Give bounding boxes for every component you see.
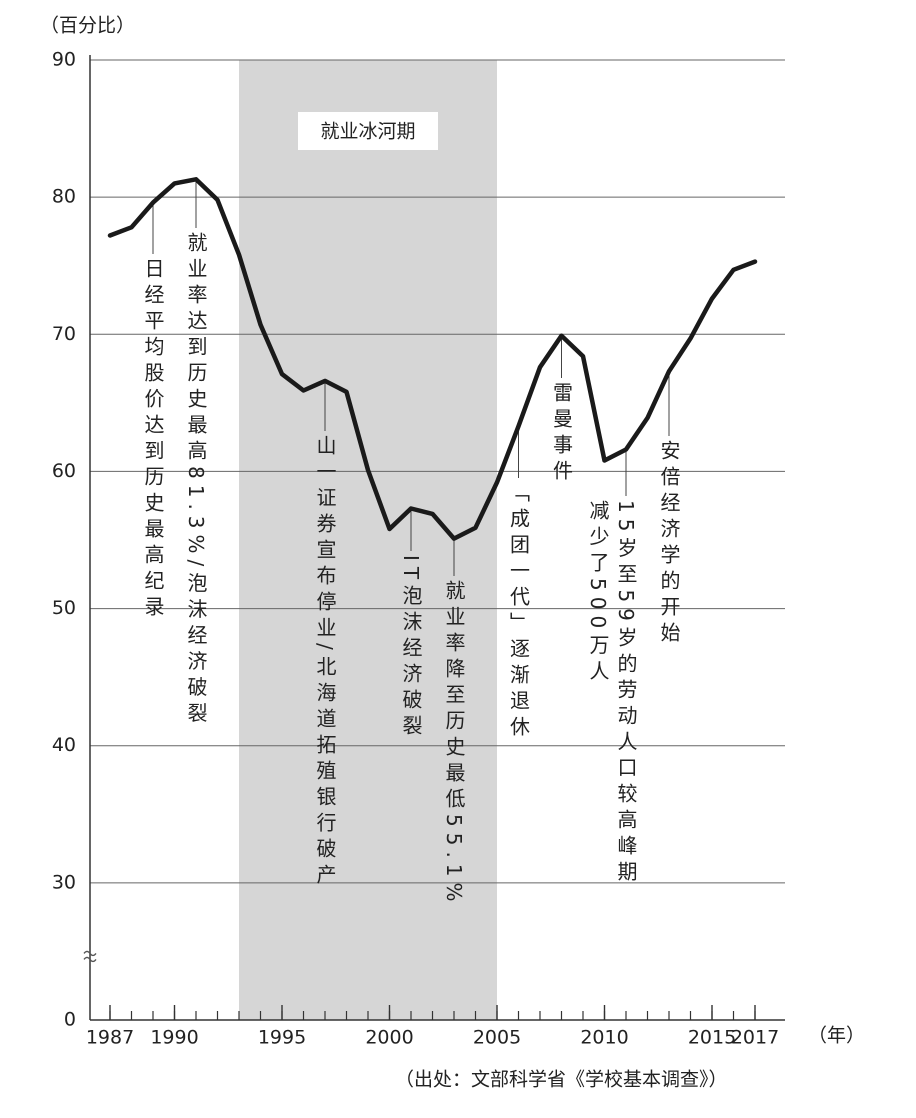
x-tick-label: 1990 [150, 1027, 198, 1049]
annotation-text: IT泡沫经济破裂 [399, 555, 423, 741]
annotation-text: 山一证券宣布停业/北海道拓殖银行破产 [313, 435, 337, 890]
y-tick-label: 70 [52, 323, 76, 345]
annotation-text: 「成团一代」逐渐退休 [507, 482, 531, 742]
annotation-text: 安倍经济学的开始 [657, 440, 681, 648]
x-unit-label: （年） [808, 1025, 865, 1047]
axis-break [83, 950, 97, 963]
data-line [107, 177, 758, 541]
y-tick-label: 0 [64, 1009, 76, 1031]
y-tick-label: 60 [52, 460, 76, 482]
x-tick-label: 2015 [688, 1027, 736, 1049]
y-tick-label: 30 [52, 871, 76, 893]
region-label: 就业冰河期 [320, 121, 415, 143]
x-tick-label: 1987 [86, 1027, 134, 1049]
x-tick-label: 1995 [258, 1027, 306, 1049]
plot-front: 0 30 40 50 60 70 80 90 1987 1990 1995 2000 2005 2010 2… [52, 49, 785, 1049]
annotation-text: 雷曼事件 [550, 382, 574, 486]
annotation-text: 15岁至59岁的劳动人口较高峰期 [614, 500, 638, 887]
region-label-box [298, 112, 438, 150]
y-tick-label: 90 [52, 49, 76, 71]
annotation-text: 日经平均股价达到历史最高纪录 [141, 258, 165, 622]
y-tick-label: 40 [52, 734, 76, 756]
x-tick-label: 2017 [731, 1027, 779, 1049]
annotation-text: 就业率降至历史最低55.1% [442, 580, 466, 908]
y-tick-label: 80 [52, 186, 76, 208]
x-tick-label: 2010 [580, 1027, 628, 1049]
x-tick-label: 2000 [365, 1027, 413, 1049]
y-unit-label: （百分比） [40, 15, 135, 37]
source-note: （出处：文部科学省《学校基本调查》） [395, 1069, 728, 1091]
x-tick-label: 2005 [473, 1027, 521, 1049]
y-tick-label: 50 [52, 597, 76, 619]
annotation-text: 就业率达到历史最高81.3%/泡沫经济破裂 [184, 232, 208, 729]
annotation-text: 减少了500万人 [586, 500, 610, 687]
